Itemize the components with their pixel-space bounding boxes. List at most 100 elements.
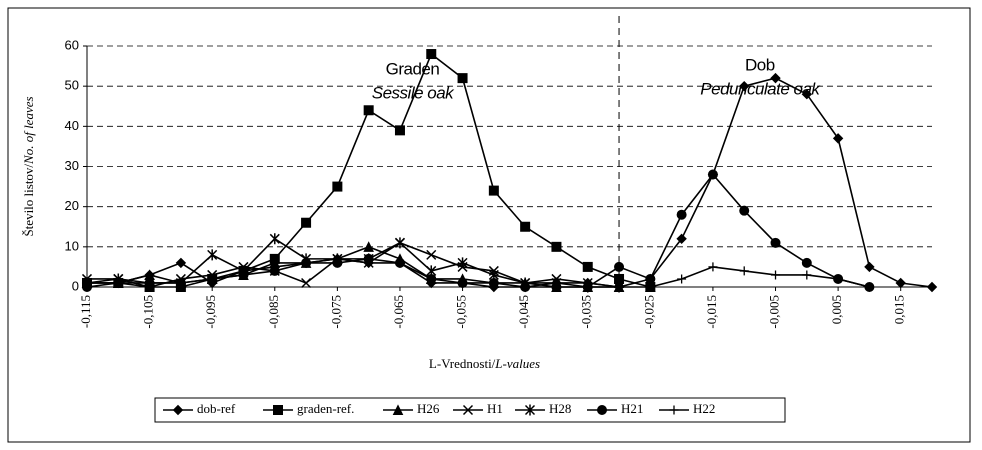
y-tick-label: 30 xyxy=(65,158,79,173)
legend-label: dob-ref xyxy=(197,401,236,416)
x-tick-label: -0,105 xyxy=(141,295,156,329)
marker xyxy=(457,277,468,288)
y-tick-label: 50 xyxy=(65,78,79,93)
x-tick-label: -0,005 xyxy=(767,295,782,329)
y-tick-label: 60 xyxy=(65,37,79,52)
marker xyxy=(238,269,249,280)
y-axis-label: Število listov/No. of leaves xyxy=(21,96,36,236)
marker xyxy=(113,277,124,288)
x-tick-label: 0,005 xyxy=(829,295,844,324)
marker xyxy=(426,273,437,284)
x-tick-label: -0,015 xyxy=(704,295,719,329)
marker xyxy=(551,282,562,292)
x-tick-label: -0,025 xyxy=(641,295,656,329)
x-tick-label: -0,075 xyxy=(328,295,343,329)
marker xyxy=(708,262,718,272)
marker xyxy=(301,277,312,289)
marker xyxy=(676,233,687,245)
annotation: Graden xyxy=(386,60,440,79)
x-axis-label: L-Vrednosti/L-values xyxy=(429,356,540,371)
marker xyxy=(332,181,343,192)
x-axis-label-part: L-values xyxy=(494,356,540,371)
y-tick-label: 10 xyxy=(65,238,79,253)
marker xyxy=(394,125,405,136)
annotation: Dob xyxy=(745,56,775,75)
marker xyxy=(269,233,280,245)
marker xyxy=(269,265,280,276)
x-axis-label-part: L-Vrednosti/ xyxy=(429,356,496,371)
marker xyxy=(770,237,781,248)
marker xyxy=(802,270,812,280)
marker xyxy=(582,282,593,292)
marker xyxy=(207,249,218,261)
marker xyxy=(551,241,562,252)
marker xyxy=(488,277,499,288)
legend-label: H22 xyxy=(693,401,715,416)
marker xyxy=(520,282,531,292)
marker xyxy=(645,282,655,292)
marker xyxy=(394,257,405,268)
legend-label: H26 xyxy=(417,401,440,416)
marker xyxy=(677,274,687,284)
marker xyxy=(363,253,374,264)
legend-label: H1 xyxy=(487,401,503,416)
chart-frame xyxy=(7,7,971,443)
legend-label: H21 xyxy=(621,401,643,416)
x-tick-label: -0,095 xyxy=(203,295,218,329)
marker xyxy=(614,281,625,293)
marker xyxy=(864,282,874,292)
marker xyxy=(770,72,781,84)
marker xyxy=(739,205,750,216)
marker xyxy=(895,277,906,289)
x-tick-label: -0,055 xyxy=(454,295,469,329)
marker xyxy=(926,281,938,293)
marker xyxy=(426,49,437,60)
marker xyxy=(175,257,187,269)
annotation: Sessile oak xyxy=(372,84,455,103)
legend-marker xyxy=(392,404,404,415)
x-tick-label: -0,065 xyxy=(391,295,406,329)
legend-marker xyxy=(669,405,679,415)
marker xyxy=(676,209,687,220)
marker xyxy=(833,274,843,284)
x-tick-label: -0,045 xyxy=(516,295,531,329)
x-tick-label: -0,115 xyxy=(78,295,93,328)
series-line xyxy=(86,173,870,288)
annotation: Pedunculate oak xyxy=(700,80,821,99)
marker xyxy=(426,249,437,260)
marker xyxy=(739,266,749,276)
legend-label: H28 xyxy=(549,401,571,416)
marker xyxy=(363,105,374,116)
marker xyxy=(801,257,812,268)
series-line xyxy=(650,266,870,288)
marker xyxy=(832,133,844,144)
marker xyxy=(864,261,875,273)
legend-marker xyxy=(462,404,474,416)
y-tick-label: 40 xyxy=(65,118,79,133)
marker xyxy=(739,80,750,92)
marker xyxy=(207,273,218,284)
y-axis-label-part: Število listov/ xyxy=(21,164,36,237)
marker xyxy=(771,270,781,280)
marker xyxy=(582,261,593,272)
y-axis-label-part: No. of leaves xyxy=(21,96,36,165)
x-tick-label: 0,015 xyxy=(892,295,907,324)
y-tick-label: 0 xyxy=(72,278,79,293)
marker xyxy=(394,237,405,249)
marker xyxy=(488,185,499,196)
marker xyxy=(520,221,531,232)
marker xyxy=(645,273,656,284)
marker xyxy=(457,73,468,84)
marker xyxy=(363,241,374,252)
y-tick-label: 20 xyxy=(65,198,79,213)
legend-marker xyxy=(273,405,283,415)
marker xyxy=(707,169,718,180)
marker xyxy=(457,257,468,269)
legend-marker xyxy=(597,405,607,415)
marker xyxy=(82,282,92,292)
legend-marker xyxy=(524,404,536,416)
legend-marker xyxy=(172,404,184,416)
marker xyxy=(614,261,625,272)
marker xyxy=(301,217,312,228)
